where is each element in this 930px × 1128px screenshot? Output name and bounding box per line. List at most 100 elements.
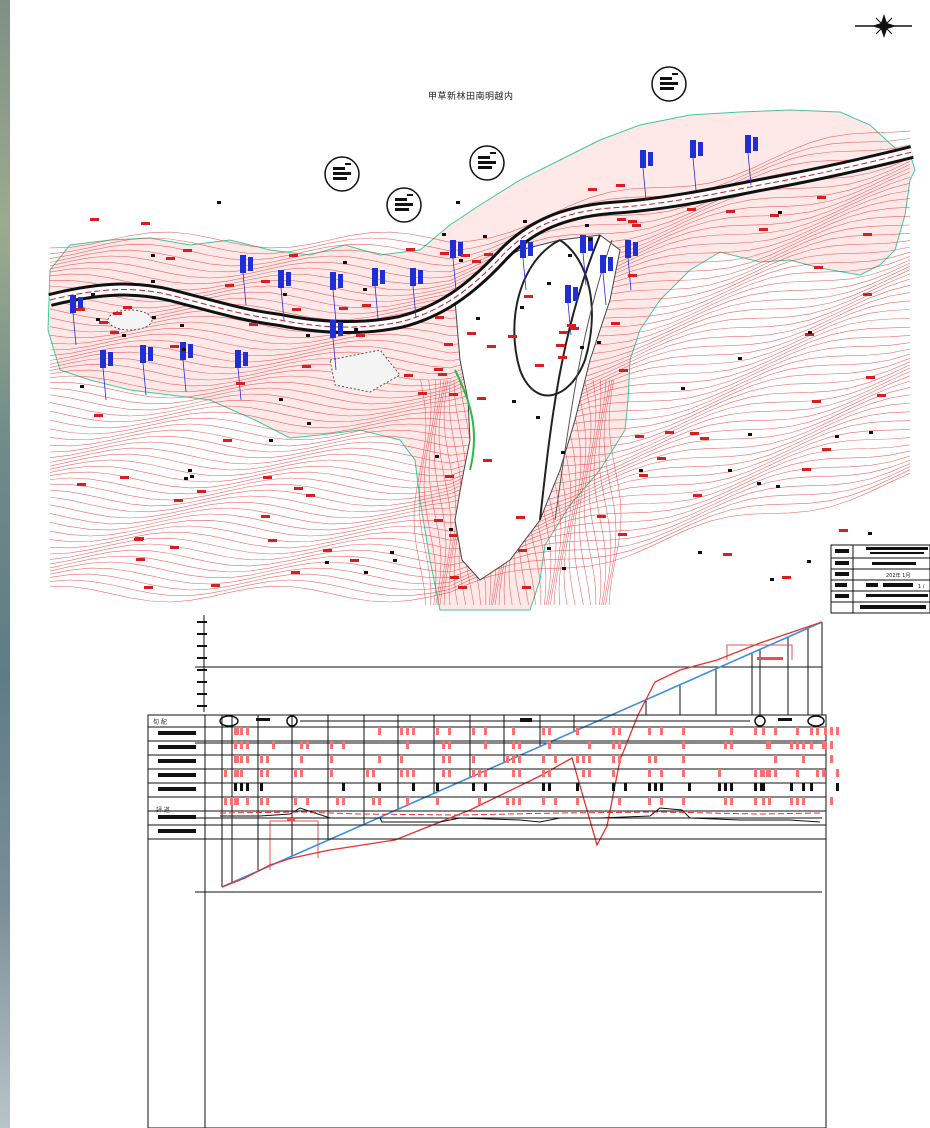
elevation-label	[123, 306, 132, 309]
table-value-mark	[760, 783, 763, 791]
table-value-mark	[548, 727, 551, 735]
survey-marker	[151, 280, 155, 283]
table-value-mark	[730, 727, 733, 735]
drainage-block	[140, 345, 146, 363]
survey-marker	[588, 238, 592, 241]
title-block-date: 202年 1月	[886, 572, 910, 579]
survey-marker	[778, 211, 782, 214]
table-value-mark	[582, 755, 585, 763]
drainage-block	[608, 257, 613, 271]
drainage-block	[565, 285, 571, 303]
curve-symbols	[219, 715, 825, 727]
elevation-label	[141, 222, 150, 225]
table-value-mark	[294, 769, 297, 777]
drainage-block	[148, 347, 153, 361]
row-label-bar	[158, 759, 196, 763]
drainage-block	[580, 235, 586, 253]
survey-marker	[757, 482, 761, 485]
survey-marker	[547, 547, 551, 550]
callout-3	[469, 145, 505, 181]
contour-line	[603, 379, 617, 606]
table-value-mark	[654, 755, 657, 763]
table-value-mark	[810, 783, 813, 791]
table-value-mark	[588, 769, 591, 777]
contour-line	[588, 379, 602, 606]
table-value-mark	[472, 755, 475, 763]
elevation-label	[535, 364, 544, 367]
table-value-mark	[240, 769, 243, 777]
survey-marker	[585, 224, 589, 227]
table-value-mark	[810, 741, 813, 749]
profile-scale-ticks	[197, 621, 207, 707]
elevation-label	[611, 322, 620, 325]
elevation-label	[77, 483, 86, 486]
table-value-mark	[796, 769, 799, 777]
table-value-mark	[542, 783, 545, 791]
table-value-mark	[234, 783, 237, 791]
drainage-block	[243, 352, 248, 366]
elevation-label	[90, 218, 99, 221]
table-value-mark	[472, 769, 475, 777]
elevation-label	[632, 224, 641, 227]
table-value-mark	[618, 797, 621, 805]
table-value-mark	[816, 769, 819, 777]
north-arrow-icon	[855, 14, 912, 38]
drainage-block	[633, 242, 638, 256]
drainage-block	[753, 137, 758, 151]
table-value-mark	[648, 783, 651, 791]
elevation-label	[211, 584, 220, 587]
table-value-mark	[378, 783, 381, 791]
elevation-label	[434, 368, 443, 371]
drainage-block	[380, 270, 385, 284]
elevation-label	[567, 324, 576, 327]
table-value-mark	[762, 797, 765, 805]
survey-marker	[182, 348, 186, 351]
valley-green-path	[454, 369, 476, 471]
survey-marker	[364, 571, 368, 574]
survey-marker	[152, 316, 156, 319]
survey-marker	[597, 341, 601, 344]
table-value-mark	[766, 741, 769, 749]
table-value-mark	[448, 727, 451, 735]
survey-marker	[435, 455, 439, 458]
table-value-mark	[654, 783, 657, 791]
elevation-label	[339, 307, 348, 310]
table-value-mark	[718, 783, 721, 791]
structure-marker-right	[726, 644, 793, 660]
elevation-label	[617, 218, 626, 221]
elevation-label	[782, 576, 791, 579]
ground-profile-line	[221, 621, 823, 888]
elevation-label	[404, 374, 413, 377]
title-block: 202年 1月 1 /	[830, 544, 930, 614]
table-value-mark	[762, 783, 765, 791]
callout-4	[651, 66, 687, 102]
elevation-label	[628, 274, 637, 277]
profile-view: 旬 配 評 道	[147, 615, 839, 1128]
table-value-mark	[406, 727, 409, 735]
elevation-label	[94, 414, 103, 417]
elevation-label	[817, 196, 826, 199]
table-value-mark	[512, 741, 515, 749]
survey-marker	[96, 318, 100, 321]
drainage-block	[520, 240, 526, 258]
table-value-mark	[412, 769, 415, 777]
survey-marker	[869, 431, 873, 434]
table-value-mark	[436, 783, 439, 791]
table-value-mark	[448, 741, 451, 749]
contour-line	[598, 379, 612, 606]
drainage-line	[332, 337, 337, 371]
survey-marker	[459, 259, 463, 262]
row-label-bar	[158, 745, 196, 749]
table-value-mark	[542, 727, 545, 735]
table-value-mark	[542, 755, 545, 763]
table-value-mark	[588, 755, 591, 763]
survey-marker	[770, 578, 774, 581]
drainage-block	[573, 287, 578, 301]
drainage-line	[332, 289, 337, 323]
row-label-bar	[158, 815, 196, 819]
plan-view: 202年 1月 1 /	[47, 14, 930, 614]
table-value-mark	[436, 727, 439, 735]
cross-slope-line	[220, 807, 821, 823]
survey-marker	[568, 254, 572, 257]
table-value-mark	[730, 797, 733, 805]
